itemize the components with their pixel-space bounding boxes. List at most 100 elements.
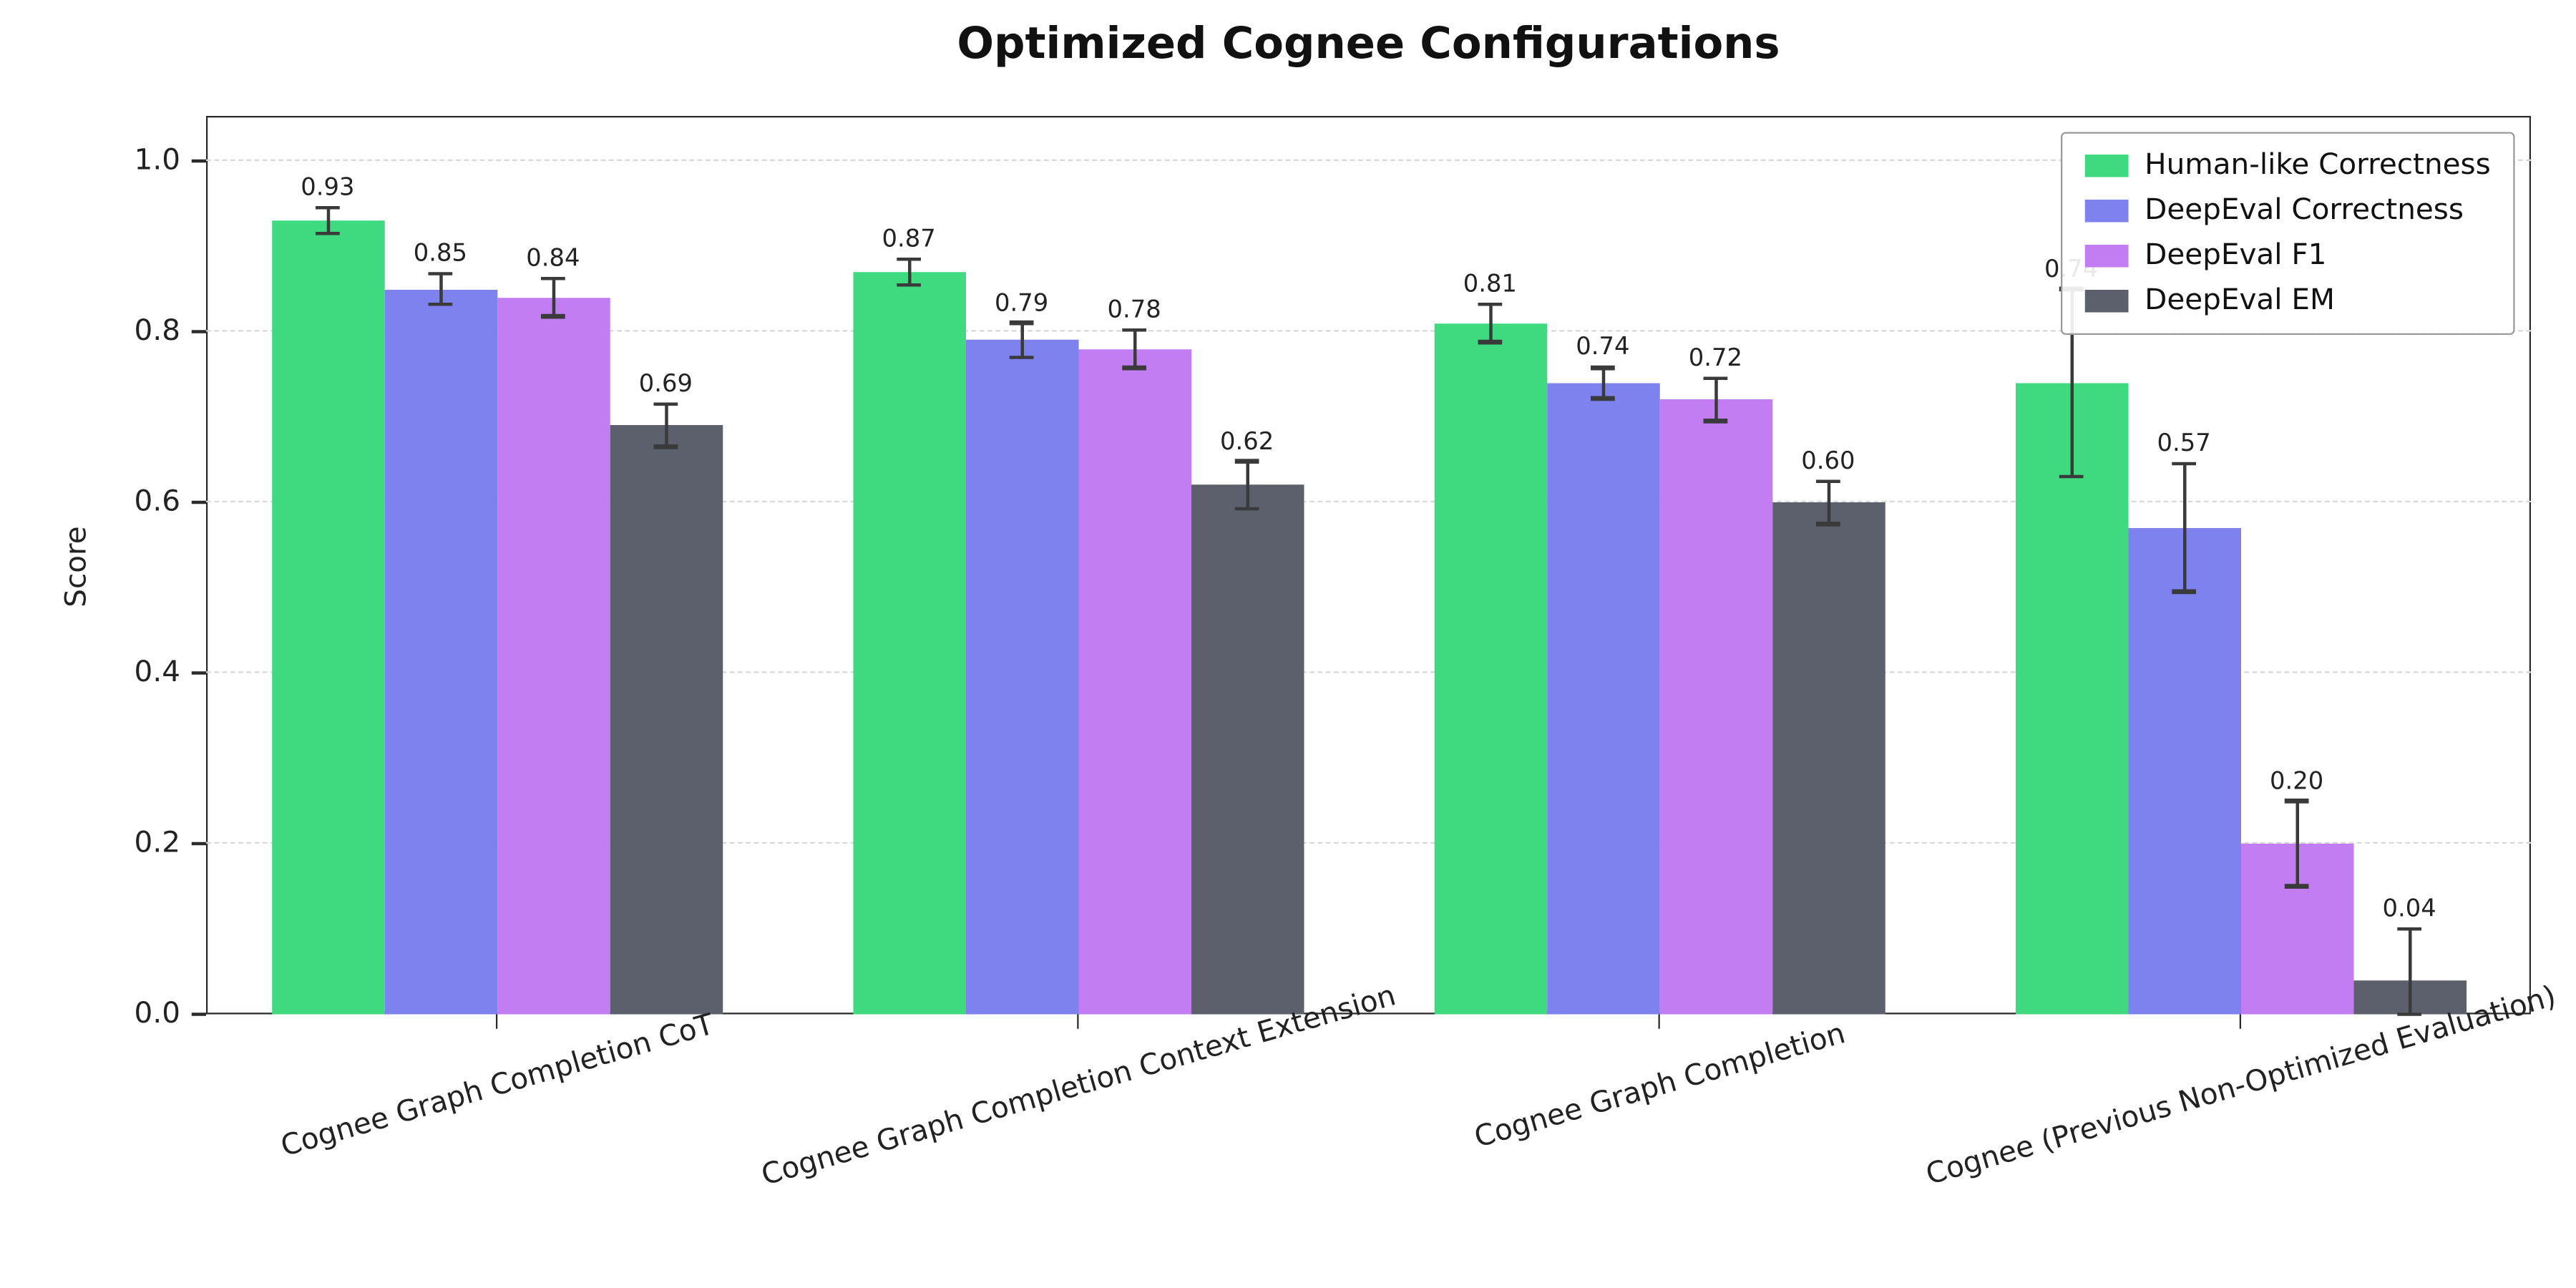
error-bar	[1601, 367, 1605, 399]
y-tick-label: 0.4	[134, 655, 180, 689]
error-bar-cap-bottom	[316, 231, 340, 236]
y-tick-label: 0.2	[134, 826, 180, 860]
gridline	[206, 501, 2531, 503]
x-tick-label: Cognee Graph Completion CoT	[276, 1008, 717, 1164]
x-tick-mark	[1657, 1014, 1661, 1029]
bar-value-label: 0.04	[2382, 893, 2436, 923]
error-bar-cap-bottom	[541, 314, 565, 318]
error-bar	[2295, 801, 2298, 887]
bar	[1772, 502, 1885, 1015]
error-bar	[1132, 330, 1136, 368]
error-bar	[439, 273, 442, 305]
error-bar-cap-bottom	[2397, 1012, 2421, 1017]
error-bar-cap-top	[1816, 479, 1840, 483]
y-tick-label: 1.0	[134, 143, 180, 177]
bar	[965, 340, 1078, 1015]
error-bar-cap-top	[2284, 799, 2309, 804]
gridline	[206, 330, 2531, 333]
error-bar-cap-bottom	[1234, 507, 1259, 512]
error-bar	[326, 208, 330, 234]
legend-label: DeepEval F1	[2145, 238, 2327, 273]
legend-swatch	[2084, 155, 2129, 177]
bar-value-label: 0.60	[1801, 445, 1855, 475]
y-tick-mark	[191, 501, 206, 504]
bar	[497, 297, 610, 1015]
error-bar	[2069, 288, 2073, 477]
y-tick-label: 0.8	[134, 313, 180, 348]
x-tick-mark	[495, 1014, 498, 1029]
bar	[2127, 527, 2240, 1015]
bar	[852, 272, 965, 1015]
error-bar-cap-top	[1703, 376, 1728, 381]
error-bar-cap-top	[2397, 927, 2421, 932]
bar	[384, 288, 497, 1015]
error-bar-cap-top	[653, 402, 678, 406]
error-bar-cap-bottom	[1703, 419, 1728, 424]
error-bar-cap-top	[1122, 328, 1146, 332]
error-bar-cap-bottom	[1478, 339, 1503, 344]
y-tick-mark	[191, 1013, 206, 1016]
error-bar-cap-bottom	[1591, 396, 1615, 401]
bar	[2014, 383, 2128, 1015]
legend-swatch	[2084, 290, 2129, 313]
legend: Human-like Correctness DeepEval Correctne…	[2061, 132, 2515, 335]
bar	[1190, 485, 1304, 1015]
error-bar-cap-top	[1234, 459, 1259, 464]
error-bar-cap-bottom	[428, 302, 453, 307]
legend-label: Human-like Correctness	[2145, 148, 2491, 182]
bar-value-label: 0.78	[1107, 294, 1161, 324]
y-tick-mark	[191, 330, 206, 333]
error-bar-cap-top	[541, 276, 565, 281]
error-bar	[1488, 304, 1492, 342]
error-bar-cap-bottom	[1122, 365, 1146, 370]
y-tick-mark	[191, 671, 206, 675]
gridline	[206, 842, 2531, 844]
error-bar-cap-bottom	[653, 444, 678, 449]
bar-value-label: 0.84	[526, 243, 580, 273]
error-bar-cap-top	[2172, 462, 2196, 467]
error-bar-cap-top	[1009, 321, 1034, 326]
bar	[1433, 323, 1547, 1015]
error-bar-cap-bottom	[2284, 884, 2309, 889]
bar-value-label: 0.74	[1576, 332, 1630, 361]
legend-item: Human-like Correctness	[2084, 148, 2491, 182]
error-bar-cap-bottom	[897, 283, 921, 287]
bar-value-label: 0.20	[2270, 765, 2324, 795]
error-bar-cap-top	[316, 205, 340, 210]
bar-value-label: 0.81	[1463, 268, 1517, 298]
x-tick-label: Cognee Graph Completion	[1470, 1017, 1848, 1156]
legend-item: DeepEval F1	[2084, 238, 2491, 273]
bar	[1078, 348, 1191, 1015]
bar-value-label: 0.72	[1688, 343, 1742, 373]
y-tick-label: 0.0	[134, 996, 180, 1030]
error-bar	[1245, 461, 1249, 509]
error-bar-cap-top	[897, 257, 921, 261]
bar-value-label: 0.85	[413, 238, 467, 268]
bar-value-label: 0.87	[882, 223, 936, 253]
error-bar-cap-bottom	[2172, 590, 2196, 595]
legend-swatch	[2084, 200, 2129, 223]
bar	[609, 425, 723, 1015]
chart-title: Optimized Cognee Configurations	[957, 19, 1780, 69]
gridline	[206, 671, 2531, 674]
bar	[1546, 383, 1659, 1015]
bar-value-label: 0.79	[995, 288, 1049, 317]
legend-swatch	[2084, 245, 2129, 268]
error-bar-cap-bottom	[1816, 522, 1840, 526]
y-tick-label: 0.6	[134, 484, 180, 519]
error-bar	[551, 278, 555, 316]
error-bar-cap-top	[428, 271, 453, 276]
bar-value-label: 0.93	[301, 172, 355, 202]
error-bar	[664, 404, 668, 447]
y-tick-mark	[191, 160, 206, 162]
error-bar	[1020, 323, 1023, 358]
error-bar	[2182, 464, 2186, 592]
y-tick-mark	[191, 842, 206, 845]
error-bar	[1714, 379, 1717, 421]
error-bar-cap-top	[1591, 365, 1615, 370]
x-tick-mark	[1076, 1014, 1080, 1029]
legend-item: DeepEval Correctness	[2084, 194, 2491, 227]
legend-label: DeepEval EM	[2145, 283, 2335, 318]
bar-value-label: 0.69	[638, 369, 693, 398]
